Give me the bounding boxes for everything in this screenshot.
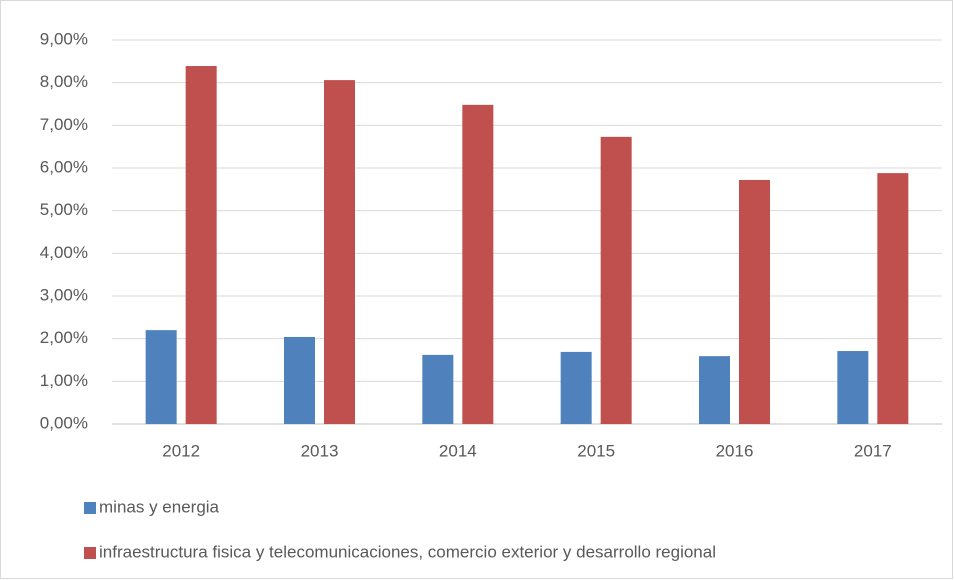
y-tick-label: 4,00%: [40, 243, 88, 262]
y-tick-label: 8,00%: [40, 72, 88, 91]
y-tick-label: 7,00%: [40, 115, 88, 134]
bar: [699, 356, 730, 424]
legend-swatch: [84, 502, 96, 514]
bar: [739, 179, 770, 424]
x-tick-label: 2017: [854, 441, 892, 460]
x-tick-label: 2016: [716, 441, 754, 460]
y-tick-label: 1,00%: [40, 371, 88, 390]
y-tick-label: 0,00%: [40, 413, 88, 432]
bar: [324, 80, 355, 425]
y-tick-label: 6,00%: [40, 157, 88, 176]
bar: [185, 66, 217, 424]
x-tick-label: 2012: [162, 441, 200, 460]
bar: [145, 330, 177, 424]
bar: [600, 136, 632, 424]
x-tick-label: 2014: [439, 441, 477, 460]
legend-label: infraestructura fisica y telecomunicacio…: [99, 542, 716, 561]
bar: [837, 351, 869, 424]
legend-swatch: [84, 547, 96, 559]
bar: [462, 104, 494, 424]
bar: [422, 354, 454, 424]
legend-label: minas y energia: [99, 497, 220, 516]
y-tick-label: 2,00%: [40, 328, 88, 347]
y-tick-label: 5,00%: [40, 200, 88, 219]
bar: [284, 336, 315, 424]
bar: [877, 173, 909, 424]
x-tick-label: 2013: [301, 441, 339, 460]
y-tick-label: 3,00%: [40, 285, 88, 304]
bar: [560, 351, 592, 424]
y-tick-label: 9,00%: [40, 29, 88, 48]
x-tick-label: 2015: [577, 441, 615, 460]
